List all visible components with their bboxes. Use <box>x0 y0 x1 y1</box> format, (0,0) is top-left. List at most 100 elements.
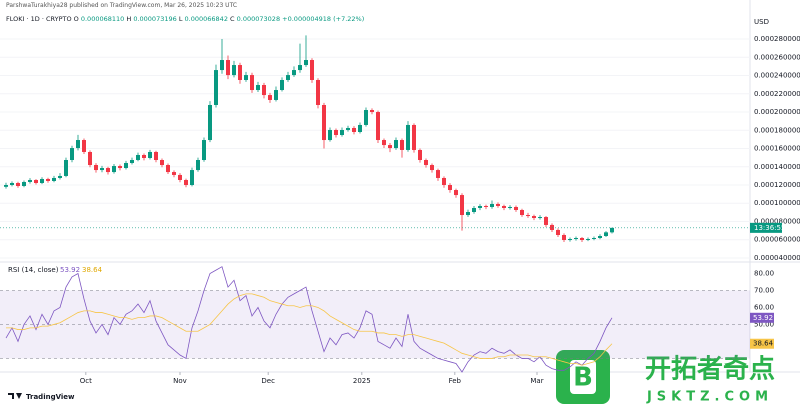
candle-body <box>370 110 374 113</box>
ohlc-value: 0.000073196 <box>133 15 177 23</box>
ohlc-value: 0.000066842 <box>184 15 228 23</box>
candle-body <box>340 129 344 136</box>
y-tick-label: 60.00 <box>754 303 774 311</box>
y-tick-label: 0.000240000 <box>754 72 800 80</box>
currency: USD <box>754 18 769 26</box>
y-tick-label: 50.00 <box>754 320 774 328</box>
candle-body <box>82 140 86 152</box>
candle-body <box>394 140 398 149</box>
ohlc-key: H <box>126 15 132 23</box>
ohlc-key: O <box>73 15 79 23</box>
countdown: 13:36:55 <box>754 224 785 232</box>
candle-body <box>124 163 128 169</box>
brand-icon <box>8 393 22 399</box>
candle-body <box>478 205 482 208</box>
y-tick-label: 0.000060000 <box>754 236 800 244</box>
candle-body <box>472 207 476 213</box>
candle-body <box>466 212 470 216</box>
candle-body <box>490 203 494 207</box>
candle-body <box>34 179 38 183</box>
candle-body <box>334 129 338 136</box>
candle-body <box>496 203 500 206</box>
candle-body <box>322 104 326 141</box>
candle-body <box>442 177 446 186</box>
value-tag <box>750 312 774 323</box>
candle-body <box>76 140 80 149</box>
candle-body <box>412 124 416 150</box>
watermark-logo-inner <box>570 360 596 394</box>
candle-body <box>532 216 536 219</box>
candle-body <box>106 168 110 173</box>
symbol: FLOKI · 1D · CRYPTO <box>6 15 72 23</box>
candle-body <box>514 206 518 210</box>
candle-body <box>112 166 116 173</box>
candle-body <box>196 160 200 171</box>
candle-body <box>550 224 554 230</box>
y-tick-label: 0.000080000 <box>754 217 800 225</box>
candle-body <box>160 160 164 166</box>
candle-body <box>604 232 608 236</box>
ohlc-key: L <box>178 15 183 23</box>
candle-body <box>586 239 590 241</box>
candle-body <box>298 65 302 71</box>
candle-body <box>358 124 362 132</box>
candle-body <box>280 79 284 91</box>
candle-body <box>70 148 74 161</box>
candle-body <box>418 149 422 161</box>
candle-body <box>520 209 524 216</box>
candle-body <box>64 160 68 176</box>
value-tag-label: 53.92 <box>753 314 773 322</box>
candle-body <box>304 60 308 66</box>
candle-body <box>406 124 410 150</box>
candle-body <box>568 239 572 241</box>
x-tick-label: 2025 <box>353 377 371 385</box>
candle-body <box>208 104 212 141</box>
candle-body <box>232 65 236 76</box>
candle-body <box>16 182 20 187</box>
candle-body <box>184 179 188 186</box>
candle-body <box>178 174 182 180</box>
candle-body <box>352 127 356 132</box>
candle-body <box>448 185 452 191</box>
candle-body <box>262 85 266 96</box>
candle-body <box>292 70 296 76</box>
brand: TradingView <box>26 393 75 401</box>
ohlc-key: C <box>230 15 235 23</box>
candle-body <box>88 151 92 166</box>
candle-body <box>562 234 566 241</box>
candle-body <box>310 60 314 80</box>
y-tick-label: 0.000220000 <box>754 90 800 98</box>
candle-body <box>136 154 140 161</box>
candle-body <box>574 238 578 240</box>
candle-body <box>346 127 350 130</box>
watermark-logo: B <box>573 363 593 393</box>
x-tick-label: Oct <box>80 377 92 385</box>
candle-body <box>316 79 320 105</box>
y-tick-label: 0.000260000 <box>754 53 800 61</box>
candle-body <box>430 165 434 171</box>
y-tick-label: 0.000200000 <box>754 108 800 116</box>
candle-body <box>154 151 158 161</box>
candle-body <box>376 112 380 141</box>
candle-body <box>40 178 44 183</box>
candle-body <box>610 227 614 233</box>
y-tick-label: 80.00 <box>754 269 774 277</box>
candle-body <box>580 238 584 241</box>
candle-body <box>58 175 62 178</box>
candle-body <box>526 215 530 217</box>
rsi-ma-value: 38.64 <box>82 266 103 274</box>
candle-body <box>364 110 368 125</box>
published-note: ParshwaTurakhiya28 published on TradingV… <box>6 2 238 9</box>
ohlc-value: 0.000068110 <box>80 15 125 23</box>
candle-body <box>46 178 50 181</box>
watermark-name: 开拓者奇点 <box>645 354 775 385</box>
candle-body <box>544 217 548 225</box>
x-tick-label: Dec <box>261 377 275 385</box>
x-tick-label: Feb <box>449 377 462 385</box>
candle-body <box>286 75 290 80</box>
x-tick-label: Mar <box>530 377 543 385</box>
y-tick-label: 0.000140000 <box>754 163 800 171</box>
y-tick-label: 70.00 <box>754 286 774 294</box>
candle-body <box>484 205 488 207</box>
